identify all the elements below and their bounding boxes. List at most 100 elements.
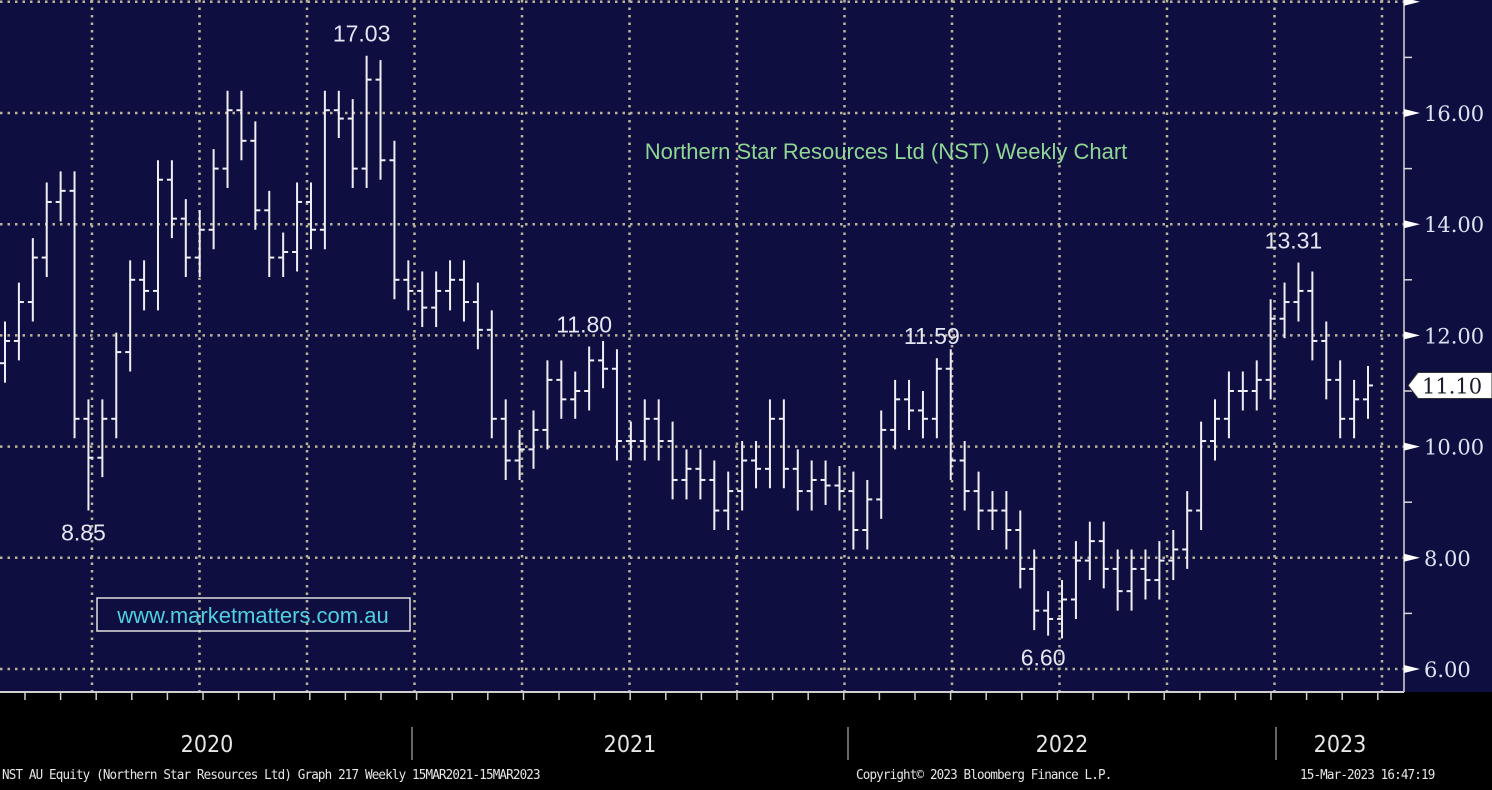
ohlc-bar bbox=[361, 55, 372, 189]
year-label: 2020 bbox=[181, 732, 234, 758]
ohlc-bar bbox=[1293, 262, 1304, 322]
ohlc-bar bbox=[250, 121, 261, 230]
footer-timestamp: 15-Mar-2023 16:47:19 bbox=[1300, 767, 1435, 783]
ohlc-bar bbox=[1070, 541, 1081, 619]
ohlc-bar bbox=[653, 399, 664, 461]
ohlc-bar bbox=[639, 399, 650, 461]
ohlc-bar bbox=[1140, 549, 1151, 600]
ohlc-bar bbox=[319, 90, 330, 250]
ohlc-bar bbox=[709, 460, 720, 530]
ohlc-bar bbox=[611, 349, 622, 461]
ohlc-bar bbox=[1015, 510, 1026, 589]
ohlc-bar bbox=[1001, 491, 1012, 550]
ohlc-bar bbox=[1029, 549, 1040, 631]
annotations: 8.85 17.03 11.80 11.59 6.60 13.31 bbox=[61, 21, 1322, 671]
time-axis: 2020 2021 2022 2023 bbox=[0, 691, 1404, 760]
footer-copyright: Copyright© 2023 Bloomberg Finance L.P. bbox=[856, 767, 1112, 783]
ohlc-bar bbox=[598, 340, 609, 389]
price-annotation: 6.60 bbox=[1021, 645, 1066, 671]
tick-marker bbox=[1404, 665, 1420, 673]
ohlc-bar bbox=[1279, 282, 1290, 339]
ohlc-bar bbox=[1084, 521, 1095, 581]
y-tick-label: 6.00 bbox=[1424, 658, 1471, 682]
ohlc-bar bbox=[333, 90, 344, 139]
ohlc-bar bbox=[417, 271, 428, 328]
y-tick-label: 8.00 bbox=[1424, 547, 1471, 571]
ohlc-bar bbox=[1168, 530, 1179, 581]
y-tick-label: 14.00 bbox=[1424, 213, 1484, 237]
plot-background bbox=[0, 0, 1492, 692]
ohlc-bar bbox=[1223, 371, 1234, 439]
price-annotation: 13.31 bbox=[1265, 228, 1323, 254]
ohlc-bar bbox=[236, 90, 247, 161]
price-annotation: 11.59 bbox=[904, 323, 960, 349]
ohlc-bar bbox=[876, 410, 887, 519]
ohlc-bar bbox=[292, 182, 303, 272]
ohlc-bar bbox=[528, 410, 539, 469]
price-annotation: 17.03 bbox=[333, 21, 391, 47]
ohlc-bar bbox=[862, 479, 873, 550]
ohlc-bar bbox=[472, 282, 483, 350]
ohlc-bar bbox=[458, 260, 469, 322]
ohlc-bar bbox=[806, 460, 817, 511]
ohlc-bar bbox=[973, 471, 984, 530]
ohlc-bar bbox=[486, 310, 497, 439]
ohlc-bar bbox=[1057, 580, 1068, 639]
ohlc-bar bbox=[1307, 271, 1318, 361]
ohlc-bar bbox=[1112, 549, 1123, 611]
ohlc-bar bbox=[834, 466, 845, 511]
ohlc-bar bbox=[1335, 360, 1346, 439]
ohlc-bar bbox=[83, 399, 94, 511]
ohlc-bar bbox=[778, 399, 789, 489]
tick-marker bbox=[1404, 220, 1420, 229]
last-price-marker bbox=[1407, 371, 1492, 399]
ohlc-bar bbox=[584, 346, 595, 411]
ohlc-bar bbox=[904, 379, 915, 430]
ohlc-bar bbox=[931, 358, 942, 439]
ohlc-bar bbox=[820, 460, 831, 505]
ohlc-bar bbox=[681, 449, 692, 500]
ohlc-bar bbox=[194, 210, 205, 278]
ohlc-bar bbox=[403, 260, 414, 311]
grid bbox=[0, 0, 1404, 692]
ohlc-bar bbox=[1237, 371, 1248, 411]
tick-marker bbox=[1404, 109, 1420, 117]
ohlc-bar bbox=[347, 99, 358, 189]
ohlc-bar bbox=[375, 60, 386, 180]
ohlc-bar bbox=[556, 360, 567, 419]
ohlc-bar bbox=[27, 238, 38, 322]
ohlc-bar bbox=[625, 421, 636, 461]
ohlc-bar bbox=[959, 441, 970, 511]
ohlc-bar bbox=[389, 140, 400, 300]
ohlc-bar bbox=[737, 441, 748, 511]
ohlc-bar bbox=[1154, 541, 1165, 600]
ohlc-bar bbox=[764, 399, 775, 489]
ohlc-bar bbox=[1210, 399, 1221, 461]
watermark-url: www.marketmatters.com.au bbox=[116, 603, 388, 628]
year-label: 2021 bbox=[604, 732, 657, 758]
ohlc-bar bbox=[1043, 591, 1054, 636]
ohlc-bar bbox=[41, 182, 52, 278]
ohlc-bar bbox=[570, 371, 581, 419]
ohlc-bar bbox=[987, 491, 998, 530]
tick-marker bbox=[1404, 442, 1420, 451]
watermark-box bbox=[96, 597, 411, 632]
ohlc-bar bbox=[13, 282, 24, 361]
chart-title: Northern Star Resources Ltd (NST) Weekly… bbox=[645, 139, 1128, 164]
ohlc-bar bbox=[208, 149, 219, 250]
year-label: 2022 bbox=[1036, 732, 1089, 758]
ohlc-bar bbox=[542, 360, 553, 450]
year-label: 2023 bbox=[1314, 732, 1367, 758]
y-tick-label: 16.00 bbox=[1424, 102, 1484, 126]
ohlc-bar bbox=[848, 471, 859, 550]
ohlc-bar bbox=[1126, 549, 1137, 611]
ohlc-bar bbox=[222, 90, 233, 189]
ohlc-bar bbox=[305, 182, 316, 250]
ohlc-bar bbox=[69, 171, 80, 439]
last-price-label: 11.10 bbox=[1422, 374, 1482, 398]
ohlc-bar bbox=[166, 160, 177, 239]
ohlc-bar bbox=[1196, 421, 1207, 530]
ohlc-bars bbox=[0, 55, 1373, 639]
ohlc-bar bbox=[917, 391, 928, 439]
